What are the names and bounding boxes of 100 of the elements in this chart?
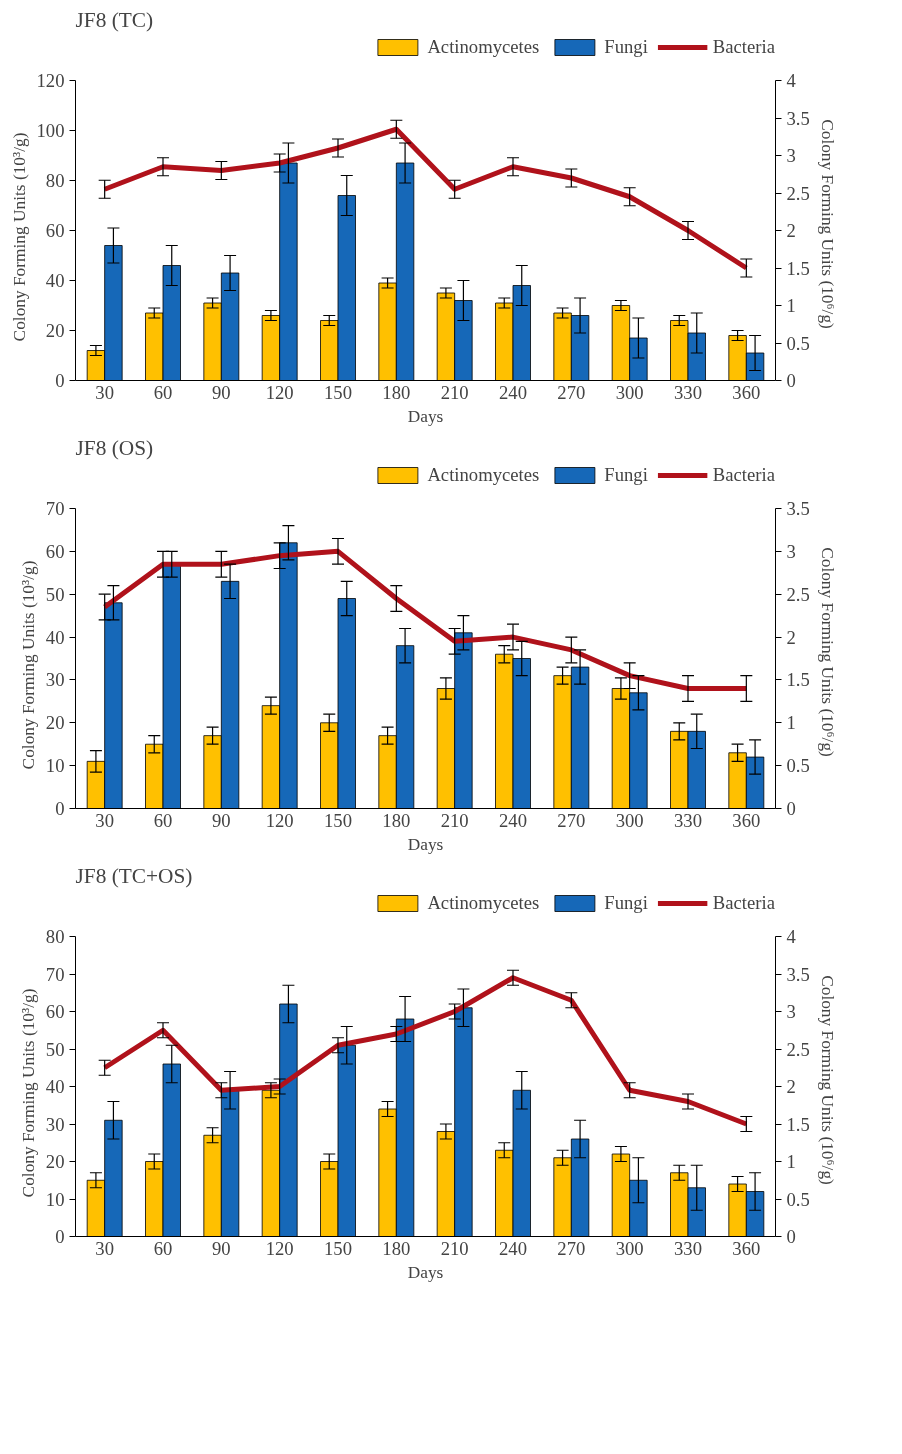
- x-tick-label: 300: [615, 1237, 644, 1259]
- y2-axis-title: Colony Forming Units (10⁶/g): [817, 547, 837, 758]
- y-tick-label: 40: [45, 1076, 65, 1097]
- x-tick-label: 150: [324, 809, 352, 831]
- x-tick-label: 120: [265, 381, 294, 403]
- chart-title: JF8 (TC+OS): [75, 863, 193, 888]
- y2-tick-label: 0.5: [786, 332, 810, 354]
- x-tick-label: 330: [674, 381, 702, 403]
- y2-tick-label: 2: [786, 626, 796, 648]
- y2-tick-label: 3.5: [786, 498, 810, 519]
- y2-tick-label: 1.5: [786, 1113, 810, 1135]
- x-tick-label: 360: [732, 381, 761, 403]
- legend-label: Bacteria: [712, 892, 775, 914]
- x-tick-label: 180: [382, 809, 411, 831]
- y-tick-label: 70: [45, 963, 65, 985]
- x-tick-label: 30: [95, 1237, 114, 1259]
- x-tick-label: 60: [153, 381, 173, 403]
- y-tick-label: 80: [45, 170, 65, 191]
- legend-label: Actinomycetes: [427, 464, 540, 486]
- x-tick-label: 270: [557, 1237, 586, 1259]
- y-axis-title: Colony Forming Units (10³/g): [18, 988, 38, 1198]
- y2-tick-label: 1: [786, 712, 796, 734]
- x-tick-label: 180: [382, 381, 411, 403]
- y2-tick-label: 2: [786, 220, 796, 241]
- y2-tick-label: 4: [786, 926, 797, 947]
- x-tick-label: 240: [499, 809, 527, 831]
- y-tick-label: 20: [45, 1151, 65, 1172]
- x-tick-label: 300: [615, 809, 644, 831]
- y-tick-label: 40: [45, 626, 65, 648]
- y2-tick-label: 1.5: [786, 669, 810, 691]
- x-axis-title: Days: [407, 1262, 444, 1282]
- x-tick-label: 300: [615, 381, 644, 403]
- x-tick-label: 210: [440, 809, 469, 831]
- y-tick-label: 30: [45, 1113, 65, 1135]
- x-tick-label: 90: [212, 809, 231, 831]
- x-tick-label: 210: [440, 381, 469, 403]
- x-tick-label: 330: [674, 809, 702, 831]
- legend-label: Fungi: [604, 36, 648, 58]
- y-tick-label: 30: [45, 669, 65, 691]
- legend-label: Actinomycetes: [427, 892, 540, 914]
- y2-tick-label: 3.5: [786, 107, 810, 129]
- legend-label: Bacteria: [712, 36, 775, 58]
- y-tick-label: 70: [45, 498, 65, 519]
- x-tick-label: 90: [212, 1237, 231, 1259]
- legend-label: Fungi: [604, 892, 648, 914]
- y-tick-label: 40: [45, 270, 65, 291]
- y-tick-label: 0: [55, 1226, 65, 1247]
- x-tick-label: 60: [153, 809, 173, 831]
- y2-tick-label: 2.5: [786, 583, 810, 605]
- y2-tick-label: 1: [786, 1151, 796, 1172]
- y-axis-title: Colony Forming Units (10³/g): [9, 132, 29, 342]
- y2-tick-label: 1.5: [786, 257, 810, 279]
- x-tick-label: 330: [674, 1237, 702, 1259]
- y-tick-label: 120: [36, 70, 65, 91]
- y2-tick-label: 1: [786, 295, 796, 316]
- y2-tick-label: 2.5: [786, 182, 810, 204]
- y2-tick-label: 2: [786, 1076, 796, 1097]
- y-tick-label: 20: [45, 320, 65, 341]
- y2-tick-label: 3: [786, 145, 796, 166]
- y-axis-title: Colony Forming Units (10³/g): [18, 560, 38, 770]
- y-tick-label: 60: [45, 220, 65, 241]
- x-tick-label: 150: [324, 1237, 352, 1259]
- chart-title: JF8 (TC): [75, 7, 154, 32]
- y2-tick-label: 3: [786, 1001, 796, 1022]
- y2-tick-label: 0: [786, 798, 796, 819]
- x-tick-label: 150: [324, 381, 352, 403]
- y2-tick-label: 0.5: [786, 1188, 810, 1210]
- x-tick-label: 30: [95, 809, 114, 831]
- y2-tick-label: 0: [786, 1226, 796, 1247]
- x-tick-label: 360: [732, 1237, 761, 1259]
- y2-tick-label: 3: [786, 540, 796, 562]
- y2-axis-title: Colony Forming Units (10⁶/g): [817, 975, 837, 1186]
- legend-label: Actinomycetes: [427, 36, 540, 58]
- y-tick-label: 50: [45, 1038, 65, 1060]
- x-tick-label: 180: [382, 1237, 411, 1259]
- x-tick-label: 60: [153, 1237, 173, 1259]
- y-tick-label: 60: [45, 1001, 65, 1022]
- x-tick-label: 30: [95, 381, 114, 403]
- y-tick-label: 10: [45, 1188, 65, 1210]
- x-tick-label: 240: [499, 1237, 527, 1259]
- x-axis-title: Days: [407, 834, 444, 854]
- y2-tick-label: 4: [786, 70, 797, 91]
- legend-label: Bacteria: [712, 464, 775, 486]
- y-tick-label: 0: [55, 798, 65, 819]
- legend-label: Fungi: [604, 464, 648, 486]
- y-tick-label: 80: [45, 926, 65, 947]
- x-tick-label: 210: [440, 1237, 469, 1259]
- y2-tick-label: 0: [786, 370, 796, 391]
- y-tick-label: 100: [36, 120, 65, 141]
- x-tick-label: 240: [499, 381, 527, 403]
- x-tick-label: 360: [732, 809, 761, 831]
- y2-axis-title: Colony Forming Units (10⁶/g): [817, 119, 837, 330]
- y-tick-label: 60: [45, 540, 65, 562]
- y-tick-label: 10: [45, 755, 65, 777]
- x-tick-label: 120: [265, 1237, 294, 1259]
- x-tick-label: 270: [557, 381, 586, 403]
- y-tick-label: 50: [45, 583, 65, 605]
- y-tick-label: 20: [45, 712, 65, 734]
- chart-title: JF8 (OS): [75, 435, 154, 460]
- y-tick-label: 0: [55, 370, 65, 391]
